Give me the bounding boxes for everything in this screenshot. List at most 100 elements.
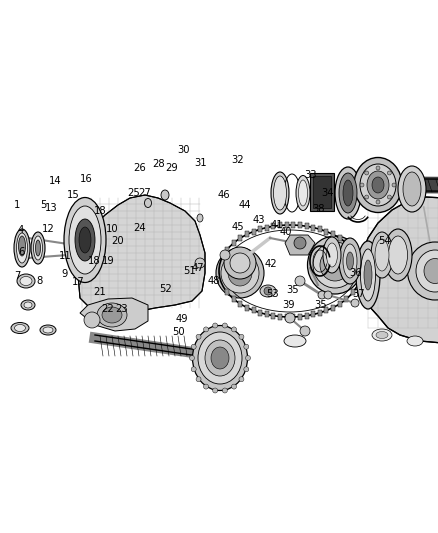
- Ellipse shape: [79, 227, 91, 253]
- Bar: [325, 229, 328, 235]
- Ellipse shape: [14, 229, 30, 267]
- Circle shape: [285, 313, 295, 323]
- Bar: [331, 304, 335, 311]
- Text: 35: 35: [286, 286, 299, 295]
- Ellipse shape: [343, 180, 353, 206]
- Ellipse shape: [424, 259, 438, 284]
- Ellipse shape: [69, 206, 101, 274]
- Ellipse shape: [205, 340, 235, 376]
- Bar: [318, 310, 322, 316]
- Ellipse shape: [11, 322, 29, 334]
- Bar: [311, 311, 315, 318]
- Bar: [265, 311, 269, 318]
- Circle shape: [300, 326, 310, 336]
- Text: 48: 48: [208, 277, 220, 286]
- Ellipse shape: [307, 236, 363, 294]
- Bar: [278, 313, 282, 320]
- Circle shape: [204, 327, 208, 332]
- Ellipse shape: [339, 238, 361, 284]
- Bar: [245, 304, 249, 311]
- Text: 20: 20: [111, 236, 124, 246]
- Text: 26: 26: [133, 163, 146, 173]
- Bar: [238, 301, 242, 307]
- Circle shape: [212, 388, 218, 393]
- Text: 25: 25: [127, 188, 140, 198]
- Circle shape: [264, 287, 272, 295]
- Ellipse shape: [384, 229, 412, 281]
- Ellipse shape: [375, 239, 389, 271]
- Polygon shape: [78, 195, 205, 315]
- Bar: [338, 301, 342, 307]
- Bar: [272, 313, 276, 319]
- Circle shape: [223, 388, 227, 393]
- Bar: [311, 224, 315, 231]
- Ellipse shape: [40, 325, 56, 335]
- Circle shape: [190, 356, 194, 360]
- Text: 29: 29: [165, 163, 178, 173]
- Circle shape: [232, 327, 237, 332]
- Bar: [298, 222, 302, 229]
- Circle shape: [191, 367, 196, 372]
- Bar: [265, 224, 269, 231]
- Text: 53: 53: [266, 289, 279, 299]
- Circle shape: [246, 356, 251, 360]
- Ellipse shape: [416, 250, 438, 292]
- Text: 52: 52: [159, 284, 172, 294]
- Bar: [351, 247, 355, 253]
- Ellipse shape: [192, 326, 247, 391]
- Circle shape: [204, 384, 208, 389]
- Bar: [238, 235, 242, 241]
- Ellipse shape: [372, 329, 392, 341]
- Ellipse shape: [372, 177, 384, 193]
- Circle shape: [360, 183, 364, 187]
- Ellipse shape: [21, 300, 35, 310]
- Ellipse shape: [398, 166, 426, 212]
- Text: 17: 17: [71, 278, 85, 287]
- Ellipse shape: [343, 244, 357, 278]
- Text: 39: 39: [282, 300, 294, 310]
- Text: 27: 27: [138, 188, 151, 198]
- Text: 23: 23: [116, 304, 128, 314]
- Circle shape: [230, 253, 250, 273]
- Ellipse shape: [102, 307, 122, 323]
- Text: 46: 46: [218, 190, 230, 199]
- Circle shape: [365, 195, 369, 199]
- Text: 5: 5: [40, 200, 46, 210]
- Text: 41: 41: [271, 220, 283, 230]
- Bar: [225, 247, 229, 253]
- Text: 37: 37: [352, 289, 364, 299]
- Circle shape: [239, 377, 244, 382]
- Bar: [304, 313, 309, 319]
- Bar: [245, 231, 249, 237]
- Text: 7: 7: [14, 271, 21, 281]
- Ellipse shape: [145, 198, 152, 207]
- Ellipse shape: [211, 347, 229, 369]
- Text: 14: 14: [49, 176, 61, 186]
- Bar: [272, 223, 276, 229]
- Ellipse shape: [161, 190, 169, 200]
- Ellipse shape: [371, 232, 393, 278]
- Circle shape: [295, 276, 305, 286]
- Bar: [225, 289, 229, 295]
- Text: 19: 19: [102, 256, 115, 266]
- Text: 34: 34: [321, 188, 334, 198]
- Ellipse shape: [24, 302, 32, 308]
- Circle shape: [244, 367, 249, 372]
- Text: 47: 47: [192, 263, 204, 272]
- Text: 18: 18: [88, 256, 100, 266]
- Ellipse shape: [273, 176, 286, 210]
- Text: 43: 43: [253, 215, 265, 224]
- Bar: [258, 310, 262, 316]
- Ellipse shape: [364, 260, 372, 290]
- Circle shape: [294, 237, 306, 249]
- Text: 50: 50: [173, 327, 185, 336]
- Ellipse shape: [75, 219, 95, 261]
- Ellipse shape: [260, 285, 276, 297]
- Ellipse shape: [407, 242, 438, 300]
- Bar: [338, 235, 342, 241]
- Ellipse shape: [221, 253, 259, 293]
- Circle shape: [351, 299, 359, 307]
- Ellipse shape: [197, 214, 203, 222]
- Circle shape: [239, 334, 244, 340]
- Ellipse shape: [284, 335, 306, 347]
